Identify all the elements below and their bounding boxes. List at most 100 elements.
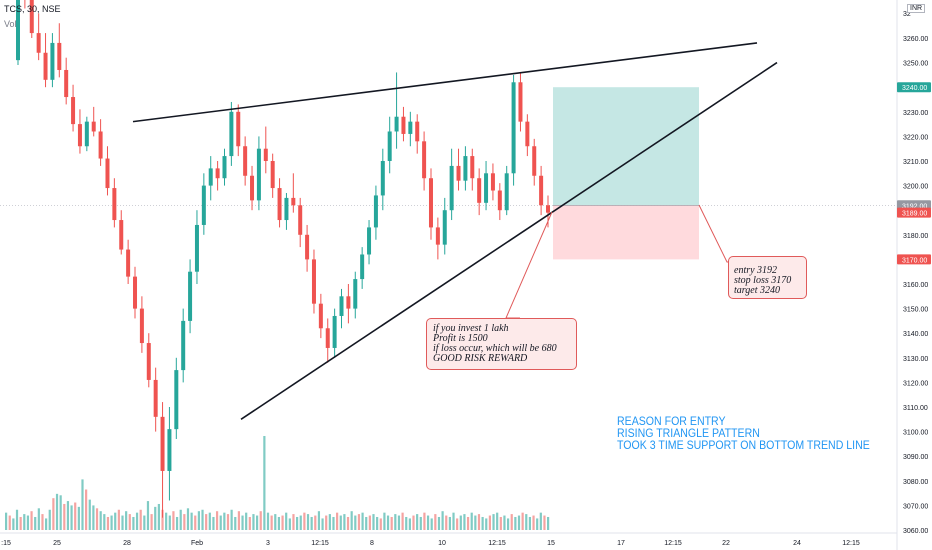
volume-bar: [146, 501, 150, 530]
volume-bar: [110, 515, 113, 530]
candle: [353, 271, 358, 319]
volume-bar: [543, 515, 546, 530]
volume-bar: [281, 515, 284, 530]
candle: [380, 148, 385, 211]
candle-body: [456, 165, 461, 181]
candle: [484, 161, 489, 211]
risk-reward-callout[interactable]: if you invest 1 lakh Profit is 1500 if l…: [426, 318, 577, 370]
candle: [167, 407, 172, 501]
volume-bar: [263, 436, 266, 530]
volume-bar: [5, 512, 8, 530]
volume-bar: [547, 516, 550, 530]
candle: [243, 136, 248, 186]
symbol-title[interactable]: TCS, 30, NSE: [4, 4, 61, 14]
volume-bar: [481, 516, 484, 530]
candle-body: [532, 146, 537, 176]
candle-body: [112, 188, 117, 221]
candle-body: [84, 121, 89, 147]
target-text: target 3240: [734, 285, 781, 296]
price-tick-label: 3200.00: [903, 184, 928, 191]
volume-bar: [154, 506, 157, 530]
time-tick-label: 12:15: [311, 540, 329, 547]
candle-body: [511, 82, 516, 174]
volume-bar: [383, 512, 386, 530]
volume-bar: [466, 516, 470, 530]
candle: [504, 165, 509, 216]
volume-bar: [503, 515, 506, 530]
candle-body: [380, 161, 385, 196]
volume-bar: [401, 512, 404, 530]
volume-bar: [536, 518, 539, 530]
volume-bar: [157, 503, 160, 530]
volume-bar: [448, 516, 451, 530]
candle-body: [160, 416, 165, 471]
volume-bar: [117, 509, 120, 530]
volume-bar: [470, 512, 473, 530]
price-tick-label: 3180.00: [903, 233, 928, 240]
volume-bar: [416, 514, 419, 530]
volume-bar: [70, 505, 73, 530]
volume-bar: [37, 508, 40, 530]
time-tick-label: :15: [1, 540, 11, 547]
volume-bar: [397, 515, 401, 530]
candle: [250, 165, 255, 211]
candle-body: [222, 156, 227, 179]
volume-bar: [354, 515, 357, 530]
trade-setup-callout[interactable]: entry 3192 stop loss 3170 target 3240: [728, 256, 807, 299]
candle: [518, 72, 523, 132]
volume-bar: [103, 514, 106, 530]
volume-bar: [365, 516, 368, 530]
volume-bar: [226, 514, 230, 530]
candle: [456, 148, 461, 191]
candle: [442, 197, 447, 255]
candle: [64, 57, 69, 105]
candle: [394, 72, 399, 149]
candle: [325, 318, 330, 363]
volume-bar: [266, 512, 270, 530]
volume-bar: [379, 518, 382, 530]
price-axis: 3260.00 3250.00 3240.00 3230.00 3220.00 3210.…: [896, 0, 931, 550]
candle: [367, 220, 372, 265]
volume-indicator-label[interactable]: Vol: [4, 19, 17, 29]
candle: [105, 146, 110, 196]
volume-bar: [212, 516, 215, 530]
candle: [119, 210, 124, 255]
reason-support: TOOK 3 TIME SUPPORT ON BOTTOM TREND LINE: [617, 440, 870, 452]
candle-body: [57, 42, 62, 70]
reason-for-entry-note[interactable]: REASON FOR ENTRY RISING TRIANGLE PATTERN…: [617, 416, 870, 452]
candle: [43, 33, 48, 88]
volume-bar: [452, 512, 455, 530]
volume-bar: [248, 516, 251, 530]
volume-bar: [514, 516, 517, 530]
candle: [98, 119, 103, 166]
volume-bar: [506, 518, 510, 530]
candle-body: [91, 121, 96, 132]
candle-body: [428, 178, 433, 228]
volume-bar: [277, 516, 281, 530]
time-tick-label: Feb: [191, 540, 203, 547]
volume-bar: [208, 512, 211, 530]
volume-bar: [339, 515, 342, 530]
reason-title: REASON FOR ENTRY: [617, 416, 726, 428]
candle-body: [504, 173, 509, 211]
price-tick-label: 3120.00: [903, 380, 928, 387]
candle: [291, 173, 296, 213]
volume-bar: [34, 516, 37, 530]
risk-reward-text: GOOD RISK REWARD: [433, 353, 528, 364]
volume-histogram: [5, 436, 550, 530]
candle-body: [449, 165, 454, 211]
candle-body: [29, 0, 34, 34]
candlestick-series: [16, 0, 550, 518]
price-tick-label: 32: [903, 11, 911, 18]
candle: [277, 178, 282, 228]
volume-bar: [314, 515, 317, 530]
volume-bar: [408, 518, 411, 530]
volume-bar: [412, 515, 415, 530]
volume-bar: [328, 514, 331, 530]
time-tick-label: 15: [547, 540, 555, 547]
volume-bar: [95, 508, 99, 530]
candle-body: [146, 343, 151, 380]
price-tick-label: 3100.00: [903, 430, 928, 437]
candle: [532, 138, 537, 186]
